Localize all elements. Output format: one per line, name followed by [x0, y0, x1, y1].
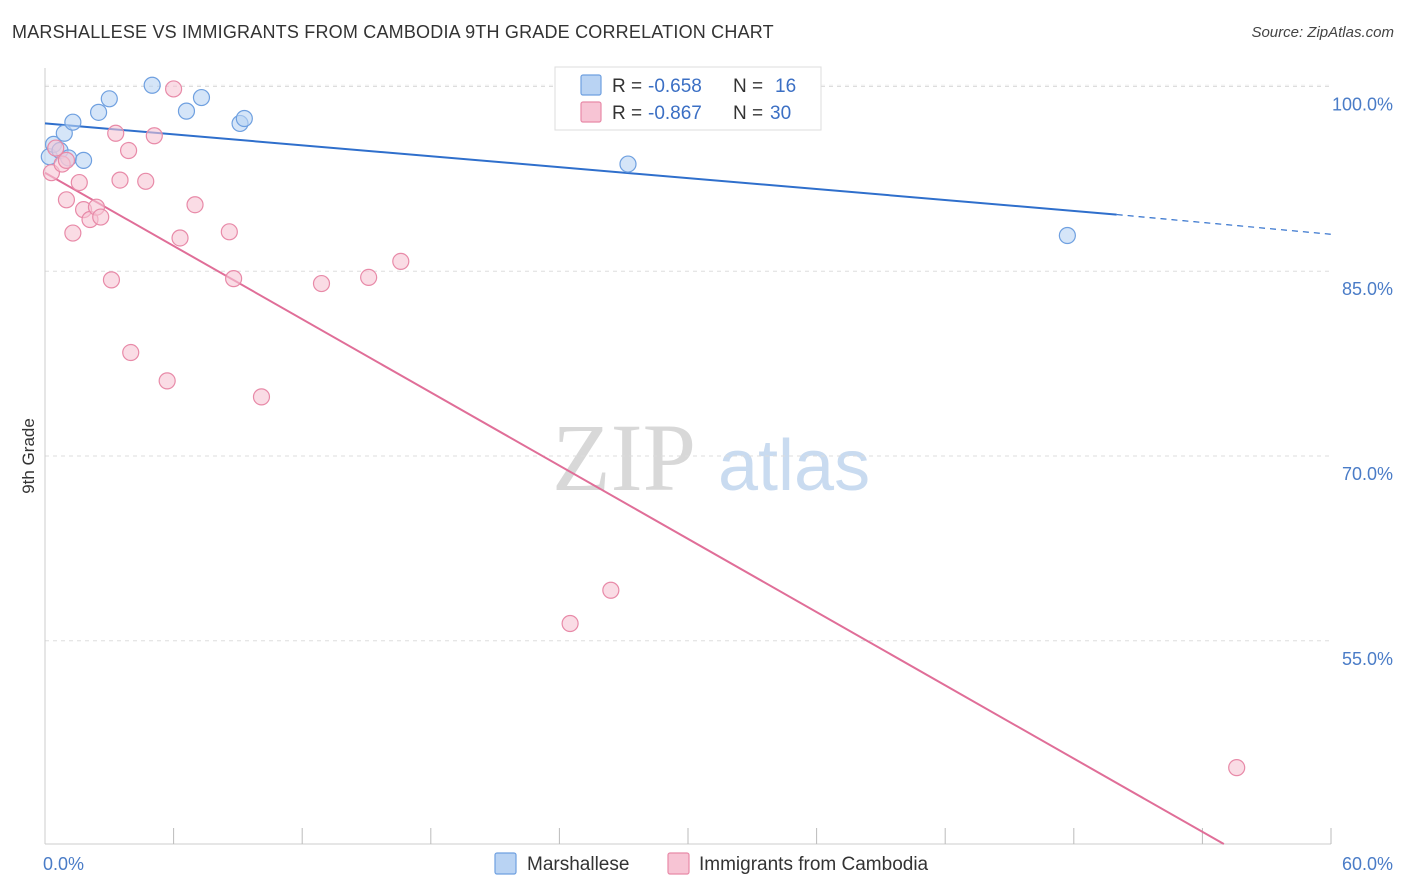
data-point-cambodia	[561, 614, 579, 633]
data-point-marshallese	[143, 76, 161, 94]
trend-line-1	[44, 171, 1225, 845]
data-point-cambodia	[252, 388, 271, 406]
legend-r-value-cambodia: -0.867	[648, 103, 702, 124]
y-tick-label: 100.0%	[1332, 94, 1393, 114]
y-tick-label: 70.0%	[1342, 464, 1393, 484]
watermark-zip: ZIP	[552, 404, 696, 511]
data-point-cambodia	[165, 80, 183, 98]
data-point-cambodia	[1228, 759, 1246, 777]
data-point-marshallese	[619, 155, 637, 173]
bottom-legend-swatch-marshallese	[494, 852, 517, 875]
legend-r-label-marshallese: R =	[612, 76, 642, 97]
data-point-cambodia	[122, 343, 140, 362]
legend-n-value-cambodia: 30	[770, 103, 791, 124]
data-point-marshallese	[100, 90, 118, 108]
data-point-cambodia	[158, 372, 176, 390]
trend-layer	[44, 122, 1332, 845]
data-point-cambodia	[137, 172, 155, 190]
x-tick-label: 60.0%	[1342, 854, 1393, 874]
data-point-cambodia	[392, 252, 410, 270]
data-point-cambodia	[225, 270, 243, 288]
data-point-cambodia	[602, 581, 620, 599]
grid-layer	[45, 84, 1331, 642]
trend-line-0	[44, 122, 1117, 216]
y-tick-label: 85.0%	[1342, 279, 1393, 299]
legend-n-label-cambodia: N =	[733, 103, 763, 124]
top-legend: R = -0.658 N = 16 R = -0.867 N = 30	[554, 66, 822, 131]
data-point-cambodia	[111, 171, 129, 189]
legend-r-value-marshallese: -0.658	[648, 76, 702, 97]
data-point-cambodia	[64, 224, 82, 242]
data-point-cambodia	[145, 127, 163, 145]
data-point-marshallese	[1058, 226, 1076, 245]
legend-swatch-cambodia	[580, 101, 602, 123]
data-point-cambodia	[107, 124, 125, 142]
bottom-legend-label-marshallese: Marshallese	[527, 854, 629, 875]
bottom-legend: Marshallese Immigrants from Cambodia	[494, 852, 929, 875]
trend-line-extension-0	[1116, 213, 1332, 235]
data-point-marshallese	[89, 103, 108, 121]
data-point-cambodia	[102, 271, 121, 289]
points-layer	[40, 76, 1246, 777]
y-tick-label: 55.0%	[1342, 649, 1393, 669]
data-point-cambodia	[57, 191, 76, 209]
legend-swatch-marshallese	[580, 74, 602, 96]
data-point-marshallese	[74, 151, 93, 169]
source-label: Source: ZipAtlas.com	[1251, 24, 1394, 41]
data-point-marshallese	[177, 102, 196, 120]
y-axis-label: 9th Grade	[19, 418, 38, 494]
legend-n-value-marshallese: 16	[775, 76, 796, 97]
data-point-cambodia	[186, 196, 204, 214]
data-point-cambodia	[312, 274, 331, 293]
x-tick-label: 0.0%	[43, 854, 84, 874]
data-point-cambodia	[171, 229, 189, 247]
data-point-marshallese	[192, 88, 211, 107]
data-point-cambodia	[360, 268, 378, 286]
data-point-marshallese	[235, 109, 253, 128]
watermark-atlas: atlas	[718, 426, 870, 506]
legend-n-label-marshallese: N =	[733, 76, 763, 97]
data-point-cambodia	[70, 173, 88, 192]
data-point-cambodia	[57, 151, 76, 169]
data-point-cambodia	[47, 139, 65, 157]
ticks-layer: 100.0% 85.0% 70.0% 55.0% 0.0% 60.0%	[43, 94, 1393, 874]
bottom-legend-swatch-cambodia	[667, 852, 690, 875]
data-point-marshallese	[64, 113, 82, 131]
chart-title: MARSHALLESE VS IMMIGRANTS FROM CAMBODIA …	[12, 22, 774, 42]
bottom-legend-label-cambodia: Immigrants from Cambodia	[699, 854, 929, 875]
data-point-cambodia	[119, 141, 138, 160]
data-point-cambodia	[220, 223, 238, 241]
data-point-cambodia	[92, 208, 110, 226]
legend-r-label-cambodia: R =	[612, 103, 642, 124]
